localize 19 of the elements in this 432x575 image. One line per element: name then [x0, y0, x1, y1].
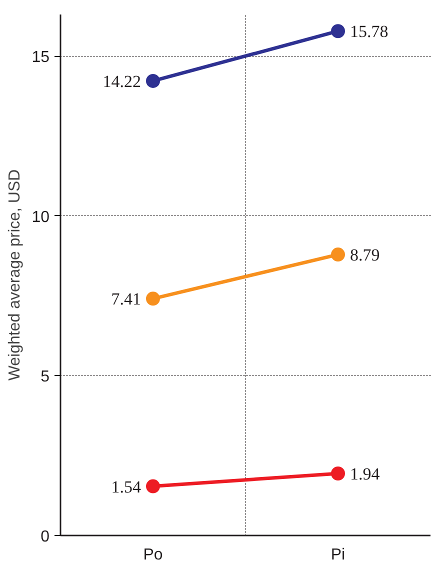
point	[146, 292, 160, 306]
data-label: 1.54	[111, 477, 142, 496]
data-label: 14.22	[102, 72, 141, 91]
point	[146, 479, 160, 494]
y-tick-label: 0	[40, 528, 50, 546]
y-tick-label: 15	[32, 49, 50, 66]
point	[331, 248, 345, 262]
point	[331, 466, 345, 480]
data-label: 7.41	[111, 290, 141, 309]
data-label: 1.94	[350, 464, 380, 484]
data-label: 8.79	[350, 246, 380, 265]
y-tick-label: 10	[32, 208, 50, 226]
data-label: 15.78	[350, 22, 388, 42]
x-tick-label: Pi	[330, 546, 346, 564]
point	[146, 74, 160, 88]
y-axis-title: Weighted average price, USD	[6, 169, 24, 381]
x-tick-label: Po	[143, 546, 163, 564]
y-tick-label: 5	[40, 368, 50, 386]
point	[331, 24, 345, 38]
